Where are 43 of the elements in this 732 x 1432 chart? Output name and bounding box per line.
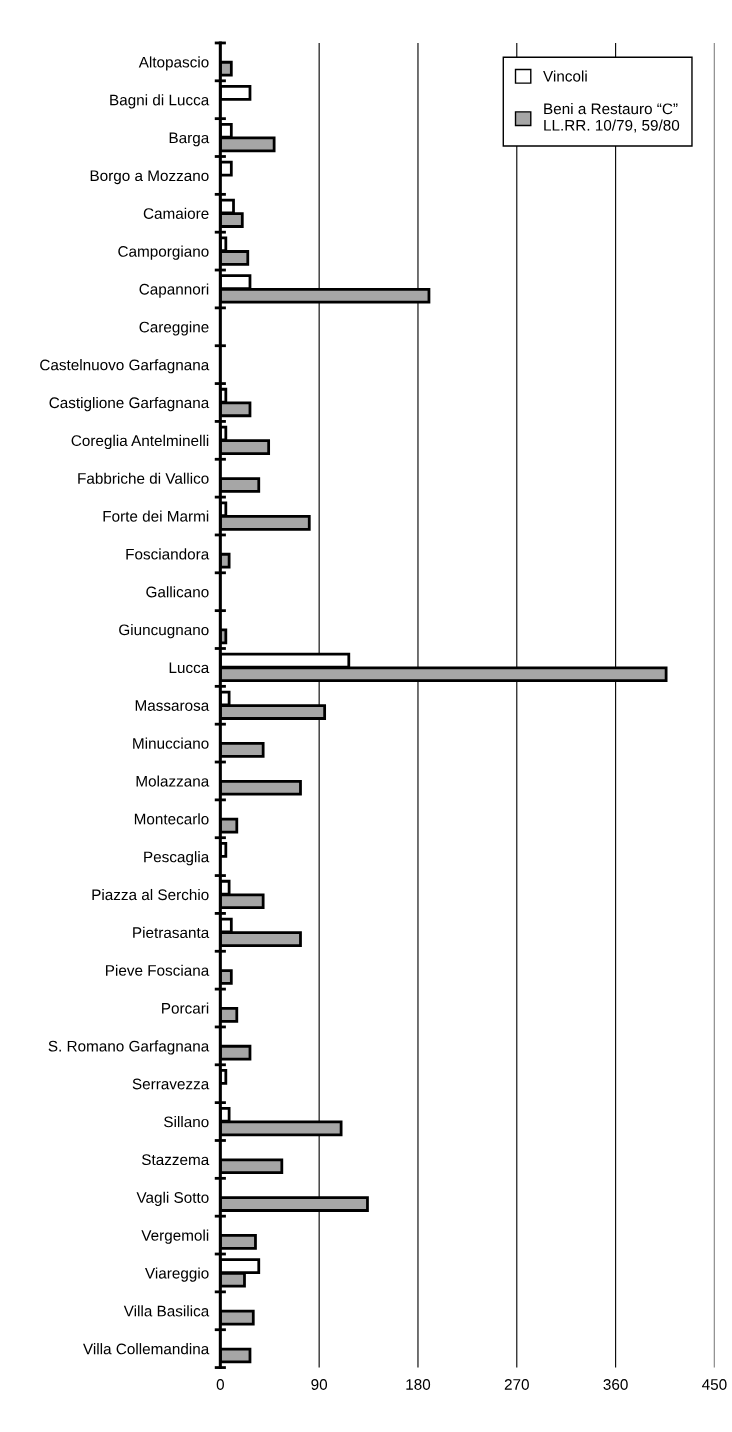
legend-label: Beni a Restauro “C” LL.RR. 10/79, 59/80	[544, 103, 680, 133]
x-tick-label: 270	[504, 1379, 529, 1390]
x-tick-label: 360	[603, 1379, 628, 1390]
y-tick-label: Serravezza	[132, 1078, 210, 1090]
y-tick-label: Piazza al Serchio	[92, 888, 209, 901]
y-tick-label: Coreglia Antelminelli	[71, 434, 209, 450]
y-tick-label: Pescaglia	[144, 851, 210, 866]
x-tick-label: 180	[406, 1379, 431, 1390]
y-tick-label: Camporgiano	[118, 245, 209, 260]
y-tick-label: Giuncugnano	[119, 624, 209, 639]
y-tick-label: Fabbriche di Vallico	[78, 472, 209, 484]
y-tick-label: Forte dei Marmi	[103, 510, 209, 522]
y-tick-label: S. Romano Garfagnana	[48, 1040, 210, 1055]
y-tick-label: Pieve Fosciana	[106, 964, 210, 976]
y-tick-label: Vergemoli	[141, 1229, 209, 1244]
y-tick-label: Sillano	[164, 1116, 209, 1128]
y-tick-label: Fosciandora	[126, 548, 210, 560]
y-tick-label: Altopascio	[138, 56, 209, 71]
y-tick-label: Castiglione Garfagnana	[49, 396, 210, 412]
y-tick-label: Villa Basilica	[123, 1305, 210, 1317]
y-tick-label: Lucca	[169, 662, 210, 674]
y-tick-label: Barga	[169, 132, 210, 147]
y-tick-label: Vagli Sotto	[136, 1191, 209, 1206]
y-tick-label: Porcari	[162, 1002, 209, 1014]
legend-label: Vincoli	[543, 70, 587, 82]
y-tick-label: Minucciano	[133, 737, 209, 749]
y-tick-label: Massarosa	[135, 700, 210, 711]
y-tick-label: Molazzana	[136, 775, 210, 787]
y-tick-label: Camaiore	[143, 207, 209, 219]
x-tick-label: 90	[311, 1379, 328, 1390]
y-tick-label: Montecarlo	[134, 813, 209, 825]
x-tick-label: 450	[702, 1379, 727, 1390]
y-tick-label: Bagni di Lucca	[110, 94, 210, 109]
y-tick-label: Borgo a Mozzano	[90, 170, 209, 185]
y-tick-label: Castelnuovo Garfagnana	[40, 359, 210, 374]
y-tick-label: Stazzema	[141, 1154, 210, 1166]
y-tick-label: Viareggio	[145, 1267, 209, 1282]
y-tick-label: Capannori	[139, 283, 209, 298]
y-tick-label: Villa Collemandina	[83, 1343, 210, 1355]
y-tick-label: Pietrasanta	[133, 926, 210, 939]
y-tick-label: Gallicano	[146, 586, 209, 598]
y-tick-label: Careggine	[139, 321, 209, 336]
x-tick-label: 0	[216, 1379, 224, 1390]
